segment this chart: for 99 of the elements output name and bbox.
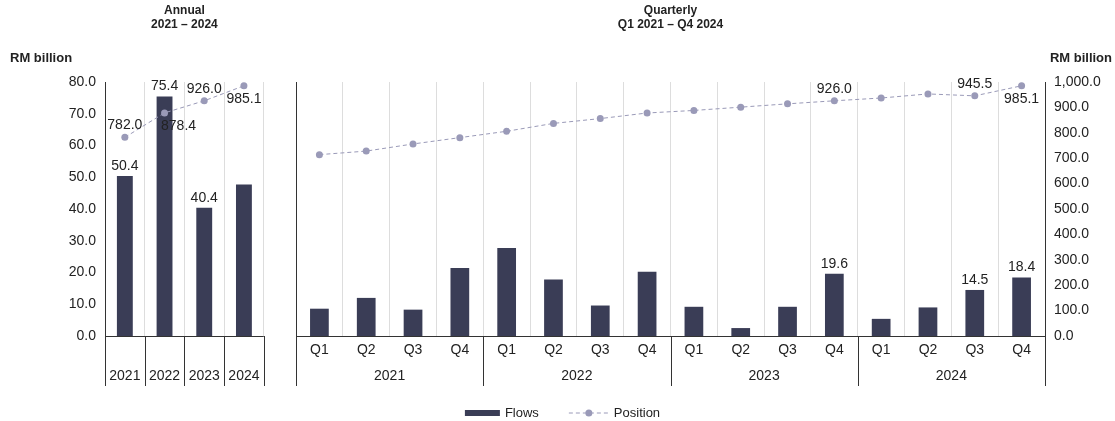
x-tick-label: Q2 bbox=[918, 341, 938, 358]
y-tick-label: 40.0 bbox=[68, 199, 97, 216]
data-label: 50.4 bbox=[111, 156, 139, 173]
bar bbox=[731, 328, 751, 336]
data-label: 985.1 bbox=[226, 89, 262, 106]
y-axis-title: RM billion bbox=[10, 50, 73, 65]
point bbox=[161, 109, 169, 117]
data-label: 18.4 bbox=[1007, 258, 1036, 275]
y-tick-label: 70.0 bbox=[68, 104, 97, 121]
x-tick-label: Q4 bbox=[637, 341, 657, 358]
point bbox=[877, 94, 885, 102]
point bbox=[924, 90, 932, 98]
x-tick-label: 2024 bbox=[228, 367, 260, 384]
y2-tick-label: 400.0 bbox=[1054, 225, 1090, 242]
y-tick-label: 10.0 bbox=[68, 295, 97, 312]
y2-tick-label: 700.0 bbox=[1054, 149, 1090, 166]
point bbox=[503, 127, 511, 135]
y2-tick-label: 800.0 bbox=[1054, 123, 1090, 140]
point bbox=[200, 97, 208, 105]
bar bbox=[497, 248, 517, 336]
point bbox=[240, 82, 248, 90]
y2-tick-label: 100.0 bbox=[1054, 301, 1090, 318]
point bbox=[971, 92, 979, 100]
bar bbox=[544, 279, 563, 336]
x-tick-label: Q2 bbox=[731, 341, 751, 358]
data-label: 14.5 bbox=[961, 270, 989, 287]
bar bbox=[871, 318, 891, 336]
y-tick-label: 30.0 bbox=[68, 231, 97, 248]
y-tick-label: 60.0 bbox=[68, 136, 97, 153]
x-tick-label: Q3 bbox=[590, 341, 610, 358]
chart-subtitle: Q1 2021 – Q4 2024 bbox=[617, 17, 724, 31]
bar bbox=[918, 307, 938, 336]
x-tick-label: 2023 bbox=[188, 367, 221, 384]
point bbox=[362, 147, 370, 155]
x-tick-label: Q1 bbox=[684, 341, 704, 358]
y2-tick-label: 600.0 bbox=[1054, 174, 1090, 191]
point bbox=[643, 109, 651, 117]
y2-tick-label: 900.0 bbox=[1054, 98, 1090, 115]
y-tick-label: 0.0 bbox=[76, 326, 97, 343]
x-tick-label: Q2 bbox=[544, 341, 564, 358]
x-tick-label: Q1 bbox=[497, 341, 517, 358]
bar bbox=[684, 306, 704, 336]
y-tick-label: 80.0 bbox=[68, 72, 97, 89]
bar bbox=[637, 271, 657, 336]
bar bbox=[1012, 277, 1031, 336]
data-label: 75.4 bbox=[150, 77, 179, 94]
bar bbox=[824, 273, 844, 336]
point bbox=[549, 119, 557, 127]
y2-tick-label: 0.0 bbox=[1054, 326, 1074, 343]
point bbox=[315, 151, 323, 159]
data-label: 926.0 bbox=[816, 79, 853, 96]
bar bbox=[403, 309, 423, 336]
data-label: 926.0 bbox=[186, 79, 222, 96]
bar bbox=[356, 297, 376, 336]
x-tick-label: Q3 bbox=[403, 341, 423, 358]
x-tick-label: Q4 bbox=[1012, 341, 1032, 358]
x-tick-label: Q1 bbox=[871, 341, 891, 358]
legend-label: Position bbox=[613, 404, 661, 420]
x-tick-label: Q2 bbox=[356, 341, 376, 358]
y-tick-label: 50.0 bbox=[68, 168, 97, 185]
x-tick-label: Q3 bbox=[965, 341, 985, 358]
bar bbox=[590, 305, 610, 336]
point bbox=[690, 106, 698, 114]
x-tick-label: Q3 bbox=[778, 341, 798, 358]
y2-axis-title: RM billion bbox=[1049, 50, 1113, 65]
point bbox=[737, 103, 745, 111]
point bbox=[456, 134, 464, 142]
point bbox=[1018, 82, 1026, 90]
point bbox=[121, 133, 129, 141]
bar bbox=[450, 268, 470, 336]
bar bbox=[965, 289, 985, 336]
y2-tick-label: 300.0 bbox=[1054, 250, 1090, 267]
bar bbox=[235, 184, 252, 336]
data-label: 782.0 bbox=[107, 116, 143, 133]
data-label: 945.5 bbox=[957, 74, 993, 91]
x-tick-label: 2022 bbox=[148, 367, 181, 384]
x-tick-label: Q4 bbox=[450, 341, 470, 358]
point bbox=[596, 115, 604, 123]
y2-tick-label: 200.0 bbox=[1054, 276, 1090, 293]
legend-label: Flows bbox=[504, 404, 540, 420]
y-tick-label: 20.0 bbox=[68, 263, 97, 280]
bar bbox=[116, 175, 133, 336]
bar bbox=[310, 308, 329, 336]
x-tick-label: 2021 bbox=[109, 367, 141, 384]
point bbox=[830, 97, 838, 105]
data-label: 19.6 bbox=[820, 254, 849, 271]
data-label: 40.4 bbox=[190, 188, 219, 205]
bar bbox=[196, 207, 213, 336]
point bbox=[784, 100, 792, 108]
x-tick-label: Q1 bbox=[310, 341, 329, 358]
chart-subtitle: 2021 – 2024 bbox=[151, 17, 219, 31]
y2-tick-label: 1,000.0 bbox=[1054, 72, 1101, 89]
chart-title: Annual bbox=[164, 3, 205, 17]
bar bbox=[778, 306, 797, 336]
point bbox=[409, 140, 417, 148]
y2-tick-label: 500.0 bbox=[1054, 199, 1090, 216]
x-tick-label: Q4 bbox=[825, 341, 844, 358]
chart-title: Quarterly bbox=[643, 3, 698, 17]
data-label: 985.1 bbox=[1004, 89, 1040, 106]
